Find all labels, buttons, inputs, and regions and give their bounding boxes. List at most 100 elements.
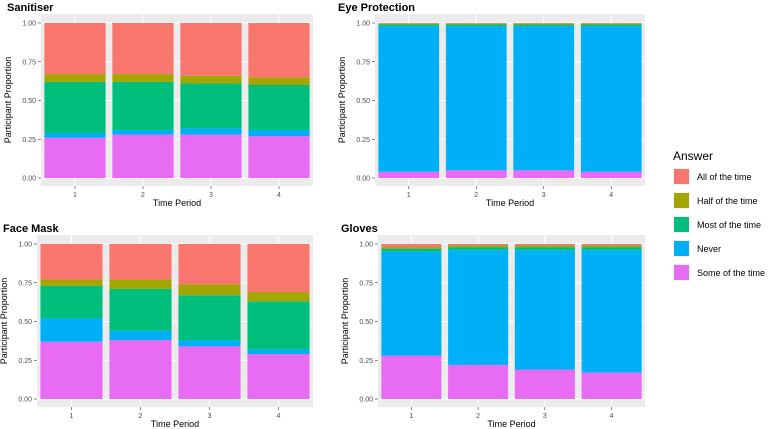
y-tick-label: 0.25 — [356, 137, 370, 144]
y-axis-title: Participant Proportion — [337, 57, 347, 144]
bar-segment-most-of-the-time — [109, 288, 172, 331]
y-tick-label: 0.50 — [22, 98, 36, 105]
legend-item: Most of the time — [673, 216, 761, 233]
y-axis-title: Participant Proportion — [340, 278, 350, 365]
bar-segment-half-of-the-time — [248, 77, 310, 85]
x-tick-label: 4 — [277, 192, 281, 199]
bar-segment-never — [178, 340, 241, 347]
bar-segment-half-of-the-time — [112, 74, 174, 82]
bar-segment-half-of-the-time — [109, 279, 172, 289]
bar-segment-some-of-the-time — [40, 341, 103, 399]
bar-segment-most-of-the-time — [247, 301, 310, 350]
bar-segment-all-of-the-time — [180, 23, 242, 76]
bar-segment-never — [112, 129, 174, 135]
bar-segment-some-of-the-time — [178, 346, 241, 399]
bar-segment-some-of-the-time — [180, 134, 242, 178]
bar-segment-some-of-the-time — [247, 354, 310, 399]
legend-item: Never — [673, 240, 721, 257]
legend-label: All of the time — [697, 172, 752, 182]
bar-segment-most-of-the-time — [178, 295, 241, 341]
bar-segment-half-of-the-time — [178, 284, 241, 296]
y-tick-label: 0.00 — [18, 397, 32, 404]
y-tick-label: 1.00 — [356, 21, 370, 28]
panel-title: Sanitiser — [7, 2, 54, 14]
bar-segment-all-of-the-time — [448, 244, 509, 246]
x-axis-title: Time Period — [486, 198, 534, 208]
y-tick-label: 0.75 — [18, 280, 32, 287]
bar-segment-never — [381, 251, 442, 356]
bar-segment-some-of-the-time — [378, 171, 440, 178]
bar-segment-half-of-the-time — [180, 75, 242, 84]
bar-segment-never — [44, 133, 106, 138]
chart-panel-2: Eye Protection 0.00 0.25 0.50 0.75 1.00 1 2 3 4 Ti… — [337, 2, 645, 208]
y-tick-label: 0.75 — [359, 280, 373, 287]
y-tick-label: 0.25 — [18, 358, 32, 365]
bar-segment-never — [180, 128, 242, 135]
legend-item: Half of the time — [673, 192, 758, 209]
bar-segment-all-of-the-time — [445, 23, 507, 24]
y-axis-title: Participant Proportion — [0, 278, 9, 365]
legend: Answer All of the time Half of the time Mo… — [673, 149, 765, 281]
bar-segment-half-of-the-time — [44, 74, 106, 82]
x-tick-label: 1 — [73, 192, 77, 199]
bar-segment-half-of-the-time — [445, 23, 507, 25]
legend-label: Half of the time — [697, 196, 758, 206]
x-tick-label: 3 — [209, 192, 213, 199]
bar-segment-all-of-the-time — [513, 23, 575, 24]
x-tick-label: 4 — [610, 413, 614, 420]
bar-segment-some-of-the-time — [248, 136, 310, 178]
legend-label: Most of the time — [697, 220, 761, 230]
y-tick-label: 1.00 — [359, 242, 373, 249]
bar-segment-most-of-the-time — [445, 24, 507, 27]
bar-segment-most-of-the-time — [513, 24, 575, 27]
chart-panel-4: Gloves 0.00 0.25 0.50 0.75 1.00 1 2 3 4 Time Perio… — [340, 223, 645, 429]
x-tick-label: 2 — [476, 413, 480, 420]
legend-title: Answer — [673, 149, 713, 163]
bar-segment-some-of-the-time — [109, 340, 172, 399]
legend-swatch — [674, 193, 689, 208]
bar-segment-most-of-the-time — [381, 248, 442, 252]
legend-swatch — [674, 265, 689, 280]
y-axis-title: Participant Proportion — [3, 57, 13, 144]
bar-segment-never — [247, 349, 310, 355]
bar-segment-most-of-the-time — [44, 81, 106, 134]
bar-segment-never — [513, 26, 575, 171]
y-tick-label: 0.50 — [359, 319, 373, 326]
x-tick-label: 1 — [409, 413, 413, 420]
y-tick-label: 0.25 — [359, 358, 373, 365]
y-tick-label: 1.00 — [18, 242, 32, 249]
bar-segment-most-of-the-time — [580, 24, 642, 27]
x-tick-label: 1 — [407, 192, 411, 199]
bar-segment-most-of-the-time — [581, 247, 642, 251]
chart-panel-3: Face Mask 0.00 0.25 0.50 0.75 1.00 1 2 3 4 Time Pe… — [0, 223, 313, 429]
bar-segment-all-of-the-time — [248, 23, 310, 78]
bar-segment-all-of-the-time — [40, 244, 103, 280]
x-tick-label: 1 — [70, 413, 74, 420]
legend-item: All of the time — [673, 168, 752, 185]
x-tick-label: 4 — [609, 192, 613, 199]
bar-segment-never — [40, 318, 103, 342]
y-tick-label: 0.00 — [22, 176, 36, 183]
y-tick-label: 0.50 — [18, 319, 32, 326]
bar-segment-never — [248, 129, 310, 137]
x-axis-title: Time Period — [487, 419, 535, 429]
chart-panel-1: Sanitiser 0.00 0.25 0.50 0.75 1.00 1 2 3 4 Time Pe… — [3, 2, 313, 208]
x-tick-label: 2 — [474, 192, 478, 199]
bar-segment-some-of-the-time — [514, 369, 575, 399]
bar-segment-all-of-the-time — [514, 244, 575, 246]
bar-segment-all-of-the-time — [378, 23, 440, 24]
x-tick-label: 2 — [141, 192, 145, 199]
y-tick-label: 0.75 — [22, 59, 36, 66]
bar-segment-most-of-the-time — [40, 285, 103, 319]
bar-segment-most-of-the-time — [180, 83, 242, 129]
panel-title: Face Mask — [3, 223, 60, 235]
y-tick-label: 0.75 — [356, 59, 370, 66]
bar-segment-some-of-the-time — [581, 372, 642, 399]
legend-label: Some of the time — [697, 268, 765, 278]
x-tick-label: 3 — [543, 413, 547, 420]
bar-segment-all-of-the-time — [580, 23, 642, 24]
bar-segment-half-of-the-time — [247, 292, 310, 302]
y-tick-label: 0.25 — [22, 137, 36, 144]
bar-segment-some-of-the-time — [112, 134, 174, 178]
bar-segment-most-of-the-time — [514, 247, 575, 251]
